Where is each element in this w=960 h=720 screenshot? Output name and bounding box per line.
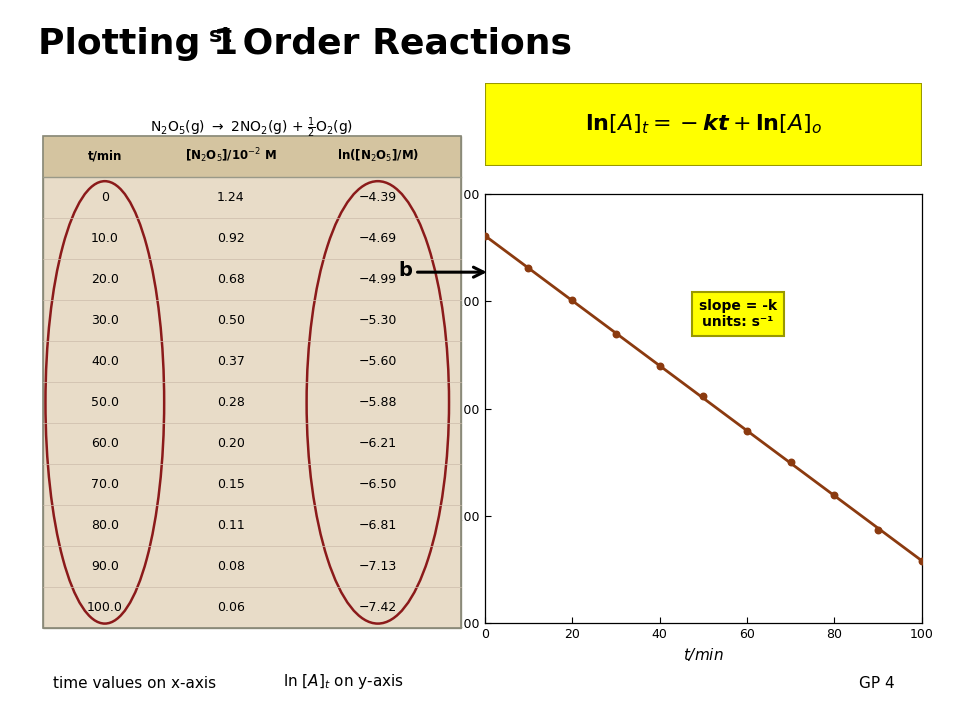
Text: 100.0: 100.0 — [86, 601, 123, 614]
Text: ln $[A]_t$ on y-axis: ln $[A]_t$ on y-axis — [283, 672, 404, 691]
Point — [609, 328, 624, 339]
Text: N$_2$O$_5$(g) $\rightarrow$ 2NO$_2$(g) + $\frac{1}{2}$O$_2$(g): N$_2$O$_5$(g) $\rightarrow$ 2NO$_2$(g) +… — [151, 116, 353, 140]
Text: 60.0: 60.0 — [91, 437, 119, 450]
Text: 10.0: 10.0 — [91, 232, 119, 245]
Text: 0.68: 0.68 — [217, 273, 245, 286]
Point — [914, 555, 929, 567]
Text: ln([N$_2$O$_5$]/M): ln([N$_2$O$_5$]/M) — [337, 148, 419, 164]
Text: −6.50: −6.50 — [359, 478, 397, 491]
Text: Order Reactions: Order Reactions — [230, 27, 572, 61]
Text: −4.99: −4.99 — [359, 273, 396, 286]
Point — [695, 390, 710, 402]
Text: 30.0: 30.0 — [91, 314, 119, 327]
Text: −5.60: −5.60 — [359, 355, 397, 368]
Point — [827, 490, 842, 501]
Text: −5.88: −5.88 — [359, 396, 397, 409]
Point — [652, 360, 667, 372]
Text: time values on x-axis: time values on x-axis — [53, 676, 216, 691]
Text: 0.06: 0.06 — [217, 601, 245, 614]
Text: 0.20: 0.20 — [217, 437, 245, 450]
Text: −6.21: −6.21 — [359, 437, 396, 450]
Point — [477, 230, 492, 242]
Text: 80.0: 80.0 — [91, 519, 119, 532]
Point — [564, 294, 580, 306]
Text: −7.42: −7.42 — [359, 601, 396, 614]
Point — [782, 456, 798, 468]
Text: b: b — [398, 261, 412, 279]
Text: 70.0: 70.0 — [91, 478, 119, 491]
Text: 0: 0 — [101, 191, 108, 204]
Text: 40.0: 40.0 — [91, 355, 119, 368]
Text: Plotting 1: Plotting 1 — [38, 27, 238, 61]
Text: −4.69: −4.69 — [359, 232, 396, 245]
Text: −7.13: −7.13 — [359, 560, 396, 573]
Point — [520, 263, 536, 274]
Y-axis label: ln([N$_2$O$_5$]/M): ln([N$_2$O$_5$]/M) — [420, 367, 436, 450]
Text: −6.81: −6.81 — [359, 519, 396, 532]
Text: [N$_2$O$_5$]/10$^{-2}$ M: [N$_2$O$_5$]/10$^{-2}$ M — [184, 147, 276, 166]
Text: st: st — [209, 26, 233, 46]
Text: 0.28: 0.28 — [217, 396, 245, 409]
Text: 0.50: 0.50 — [217, 314, 245, 327]
Text: 90.0: 90.0 — [91, 560, 119, 573]
Text: 0.92: 0.92 — [217, 232, 245, 245]
Point — [739, 426, 755, 437]
Text: $\mathbf{ln}[A]_t = -\boldsymbol{kt} + \mathbf{ln}[A]_o$: $\mathbf{ln}[A]_t = -\boldsymbol{kt} + \… — [585, 112, 822, 136]
Text: 0.15: 0.15 — [217, 478, 245, 491]
Text: 1.24: 1.24 — [217, 191, 245, 204]
X-axis label: $t$/min: $t$/min — [683, 647, 724, 663]
Text: 0.37: 0.37 — [217, 355, 245, 368]
Text: 0.08: 0.08 — [217, 560, 245, 573]
Text: t/min: t/min — [87, 150, 122, 163]
FancyBboxPatch shape — [485, 83, 922, 166]
Text: slope = -k
units: s⁻¹: slope = -k units: s⁻¹ — [699, 300, 778, 330]
Text: −4.39: −4.39 — [359, 191, 396, 204]
Text: 20.0: 20.0 — [91, 273, 119, 286]
Point — [870, 524, 885, 536]
Text: GP 4: GP 4 — [859, 676, 895, 691]
Text: −5.30: −5.30 — [359, 314, 397, 327]
Text: 0.11: 0.11 — [217, 519, 245, 532]
Text: 50.0: 50.0 — [91, 396, 119, 409]
Bar — [43, 135, 461, 176]
